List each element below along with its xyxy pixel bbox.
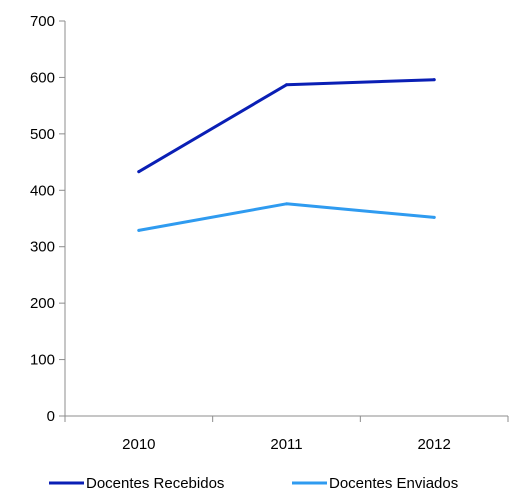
y-axis-ticks: 0 100 200 300 400 500 600 700 — [30, 13, 65, 425]
data-point — [432, 215, 436, 219]
axes — [64, 21, 508, 417]
y-tick-label: 100 — [30, 352, 55, 369]
y-tick-label: 400 — [30, 182, 55, 199]
data-point — [432, 78, 436, 82]
data-point — [285, 202, 288, 206]
legend: Docentes Recebidos Docentes Enviados — [49, 475, 458, 492]
y-tick-label: 300 — [30, 239, 55, 256]
x-axis-ticks: 2010 2011 2012 — [64, 416, 509, 453]
series-line-docentes-enviados — [137, 202, 436, 232]
series-line-docentes-recebidos — [137, 78, 436, 174]
y-tick-label: 0 — [47, 408, 55, 425]
data-point — [137, 170, 141, 174]
y-tick-label: 700 — [30, 13, 55, 30]
x-tick-label: 2010 — [122, 436, 155, 453]
data-point — [137, 228, 141, 232]
legend-label: Docentes Enviados — [329, 475, 458, 492]
y-tick-label: 500 — [30, 126, 55, 143]
x-tick-label: 2012 — [417, 436, 450, 453]
data-point — [285, 83, 288, 87]
y-tick-label: 600 — [30, 69, 55, 86]
series-lines — [137, 78, 436, 232]
x-tick-label: 2011 — [270, 436, 302, 453]
legend-item: Docentes Enviados — [292, 475, 458, 492]
y-tick-label: 200 — [30, 295, 55, 312]
legend-item: Docentes Recebidos — [49, 475, 224, 492]
legend-label: Docentes Recebidos — [86, 475, 224, 492]
